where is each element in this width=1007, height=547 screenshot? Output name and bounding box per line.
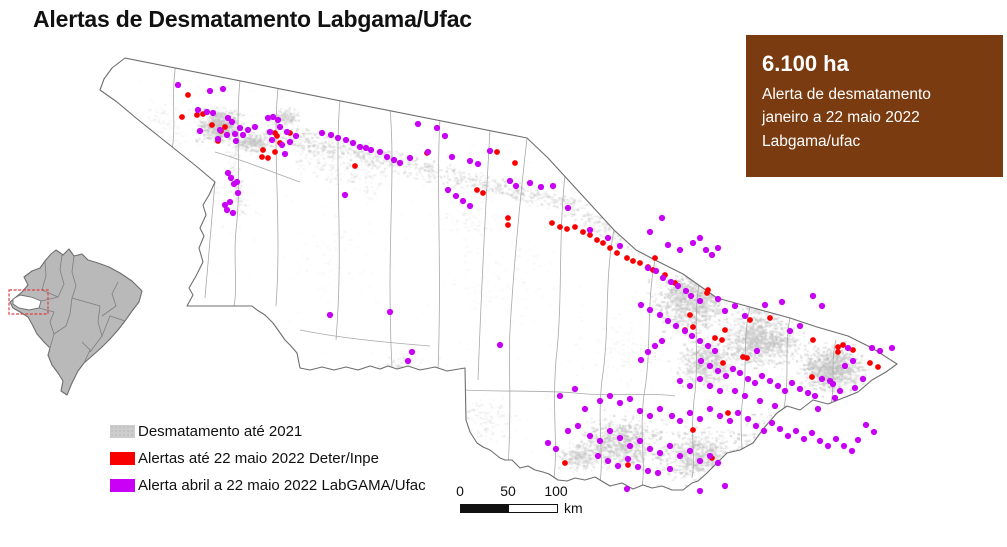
deter-swatch: [110, 452, 135, 465]
acre-highlight: [12, 294, 42, 311]
scale-tick-0: 0: [456, 483, 464, 499]
deter-alert-points: [179, 92, 881, 468]
scale-bar-graphic: [460, 504, 558, 513]
locator-rectangle: [8, 289, 49, 315]
legend-label: Alertas até 22 maio 2022 Deter/Inpe: [138, 450, 379, 467]
scale-unit: km: [564, 500, 583, 516]
legend-item-deforestation: Desmatamento até 2021: [110, 418, 426, 445]
scale-tick-100: 100: [544, 483, 568, 499]
legend-item-labgama: Alerta abril a 22 maio 2022 LabGAMA/Ufac: [110, 472, 426, 499]
info-line-2: janeiro a 22 maio 2022: [762, 109, 920, 127]
labgama-swatch: [110, 479, 135, 492]
brazil-locator-inset: [8, 248, 143, 396]
scale-bar: 0 50 100 km: [452, 483, 592, 519]
info-line-3: Labgama/ufac: [762, 132, 861, 150]
deforestation-swatch: [110, 425, 135, 438]
hectares-value: 6.100 ha: [762, 51, 849, 76]
summary-info-box: 6.100 ha Alerta de desmatamento janeiro …: [746, 35, 1003, 177]
labgama-alert-points: [174, 81, 896, 495]
scale-tick-50: 50: [500, 483, 516, 499]
brazil-silhouette: [9, 248, 143, 396]
municipal-boundaries: [169, 62, 837, 488]
state-border: [99, 57, 898, 491]
info-line-1: Alerta de desmatamento: [762, 86, 931, 103]
brazil-state-lines: [38, 254, 126, 364]
legend-label: Desmatamento até 2021: [138, 423, 303, 440]
legend-item-deter: Alertas até 22 maio 2022 Deter/Inpe: [110, 445, 426, 472]
legend-label: Alerta abril a 22 maio 2022 LabGAMA/Ufac: [138, 477, 426, 494]
map-legend: Desmatamento até 2021 Alertas até 22 mai…: [110, 418, 426, 499]
